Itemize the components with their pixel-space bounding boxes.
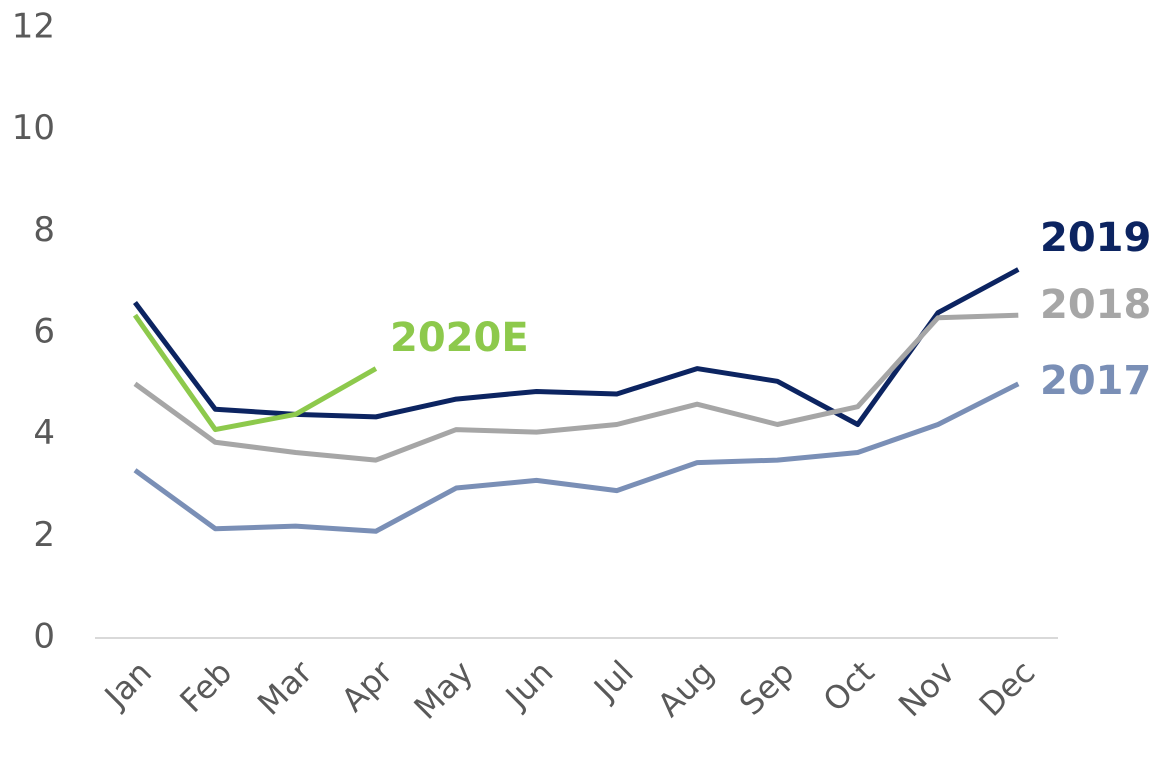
y-tick-label: 12 bbox=[12, 7, 55, 47]
y-tick-label: 8 bbox=[33, 210, 55, 250]
x-tick-label: May bbox=[407, 653, 481, 727]
y-tick-label: 2 bbox=[33, 515, 55, 555]
x-tick-label: Feb bbox=[172, 653, 239, 720]
series-line bbox=[132, 313, 378, 433]
series-line bbox=[133, 312, 1019, 463]
x-tick-label: Jul bbox=[585, 653, 641, 709]
y-tick-label: 4 bbox=[33, 413, 55, 453]
series-line bbox=[133, 267, 1020, 427]
y-tick-label: 6 bbox=[33, 312, 55, 352]
x-tick-label: Dec bbox=[972, 653, 1043, 724]
x-tick-label: Mar bbox=[250, 653, 320, 723]
x-tick-label: Jan bbox=[96, 653, 159, 716]
series-line bbox=[133, 381, 1020, 534]
series-label: 2020E bbox=[390, 315, 529, 361]
x-tick-label: Oct bbox=[816, 653, 882, 719]
y-tick-label: 10 bbox=[12, 108, 55, 148]
series-label: 2017 bbox=[1040, 358, 1151, 404]
x-tick-label: Jun bbox=[497, 653, 561, 717]
x-tick-label: Apr bbox=[334, 653, 401, 720]
x-tick-label: Nov bbox=[891, 653, 962, 724]
y-tick-label: 0 bbox=[33, 617, 55, 657]
series-label: 2018 bbox=[1040, 282, 1151, 328]
x-tick-label: Aug bbox=[650, 653, 721, 724]
x-tick-label: Sep bbox=[732, 653, 802, 723]
series-label: 2019 bbox=[1040, 215, 1151, 261]
